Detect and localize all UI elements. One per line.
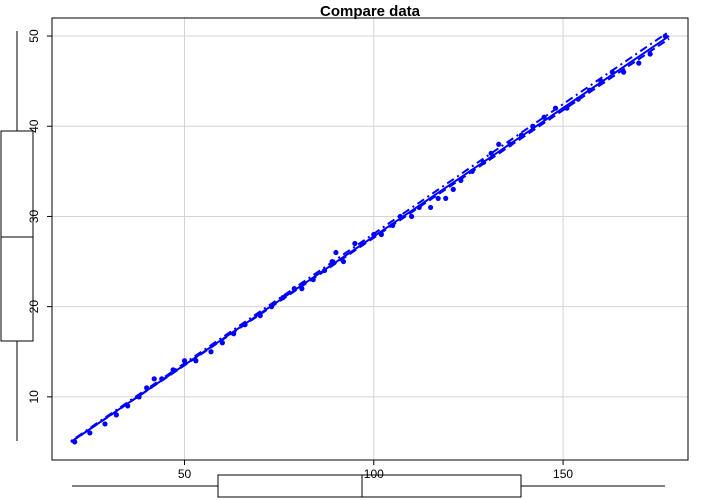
data-point: [359, 240, 366, 247]
x-tick-label: 150: [553, 467, 573, 481]
data-point: [552, 105, 559, 111]
data-point: [507, 141, 513, 147]
data-point: [310, 276, 316, 283]
y-tick-label: 30: [27, 209, 41, 223]
data-point: [371, 231, 377, 238]
fit-line-dashed: [70, 37, 670, 443]
data-point: [299, 286, 305, 292]
data-point: [340, 258, 347, 265]
y-axis-ticks: 10 20 30 40 50: [27, 29, 52, 404]
y-tick-label: 50: [27, 29, 41, 43]
data-point: [450, 186, 456, 192]
data-point: [390, 222, 396, 229]
data-point: [333, 249, 339, 256]
data-point: [72, 439, 78, 445]
data-point: [435, 195, 441, 202]
data-point: [170, 367, 176, 373]
chart-title: Compare data: [320, 3, 421, 20]
data-point: [125, 403, 131, 409]
y-tick-label: 20: [27, 300, 41, 314]
data-point: [586, 87, 593, 93]
data-point: [136, 394, 142, 400]
data-point: [427, 204, 434, 211]
data-point: [397, 213, 403, 220]
data-point: [208, 349, 214, 355]
data-point: [409, 213, 415, 220]
x-boxplot-box: [217, 474, 522, 498]
data-point: [636, 60, 642, 66]
data-point: [352, 240, 358, 247]
data-point: [102, 421, 108, 427]
data-point: [480, 159, 487, 165]
data-point: [231, 331, 237, 337]
plot-frame: [51, 17, 689, 461]
data-point: [329, 258, 335, 265]
data-point: [280, 295, 286, 301]
data-point: [159, 376, 165, 382]
data-point: [151, 376, 157, 382]
data-point: [87, 430, 93, 436]
y-boxplot-box: [0, 130, 34, 342]
grid-lines: [52, 18, 688, 460]
data-points: [72, 33, 668, 445]
data-point: [443, 195, 449, 202]
data-point: [621, 69, 627, 75]
data-point: [378, 231, 384, 238]
data-point: [242, 322, 248, 328]
x-tick-label: 50: [178, 467, 192, 481]
data-point: [496, 141, 502, 147]
data-point: [193, 358, 199, 364]
x-axis-ticks: 50 100 150: [178, 460, 573, 481]
fit-lines: [70, 30, 670, 443]
data-point: [268, 304, 275, 310]
data-point: [575, 96, 581, 102]
marginal-boxplots: [0, 31, 665, 498]
x-tick-label: 100: [364, 467, 384, 481]
y-tick-label: 40: [27, 119, 41, 133]
data-point: [541, 114, 547, 120]
data-point: [647, 51, 653, 57]
data-point: [257, 313, 263, 319]
data-point: [291, 286, 297, 292]
data-point: [518, 132, 525, 138]
data-point: [530, 123, 536, 129]
data-point: [181, 358, 188, 364]
data-point: [564, 105, 570, 111]
data-point: [219, 340, 225, 346]
data-point: [488, 150, 494, 156]
data-point: [662, 33, 668, 39]
data-point: [469, 168, 475, 174]
data-point: [144, 385, 150, 391]
data-point: [416, 204, 422, 211]
data-point: [598, 78, 604, 84]
data-point: [113, 412, 119, 418]
data-point: [609, 69, 615, 75]
y-tick-label: 10: [27, 390, 41, 404]
data-point: [321, 267, 328, 274]
data-point: [458, 177, 464, 183]
fit-line-dotdash: [70, 30, 670, 442]
